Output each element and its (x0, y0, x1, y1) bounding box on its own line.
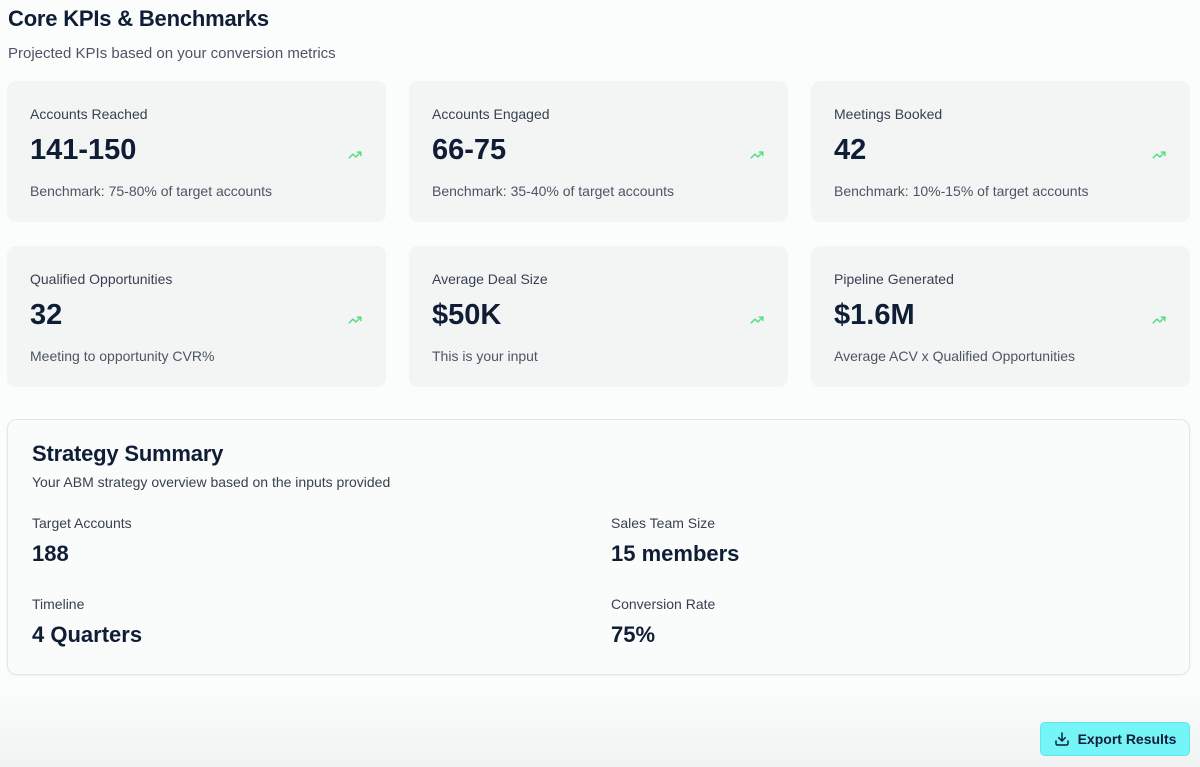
summary-value: 188 (32, 541, 69, 566)
summary-label: Conversion Rate (611, 596, 716, 612)
page-subtitle: Projected KPIs based on your conversion … (8, 45, 336, 62)
summary-label: Timeline (32, 596, 85, 612)
kpi-value: 66-75 (432, 134, 507, 166)
trending-up-icon (750, 316, 764, 324)
kpi-label: Average Deal Size (432, 271, 548, 287)
kpi-note: Average ACV x Qualified Opportunities (834, 348, 1075, 364)
summary-target-accounts: Target Accounts 188 (32, 515, 132, 567)
kpi-note: Benchmark: 75-80% of target accounts (30, 183, 273, 199)
kpi-note: Benchmark: 10%-15% of target accounts (834, 183, 1089, 199)
kpi-card-pipeline-generated: Pipeline Generated $1.6M Average ACV x Q… (811, 246, 1190, 387)
trending-up-icon (1152, 316, 1166, 324)
export-results-label: Export Results (1077, 731, 1177, 747)
download-icon (1054, 732, 1069, 746)
kpi-label: Accounts Reached (30, 106, 148, 122)
kpi-card-average-deal-size: Average Deal Size $50K This is your inpu… (409, 246, 788, 387)
kpi-value: 141-150 (30, 134, 137, 166)
summary-conversion-rate: Conversion Rate 75% (611, 596, 715, 648)
kpi-card-accounts-reached: Accounts Reached 141-150 Benchmark: 75-8… (7, 81, 386, 222)
kpi-label: Meetings Booked (834, 106, 943, 122)
summary-label: Target Accounts (32, 515, 132, 531)
kpi-label: Qualified Opportunities (30, 271, 173, 287)
kpi-card-accounts-engaged: Accounts Engaged 66-75 Benchmark: 35-40%… (409, 81, 788, 222)
summary-timeline: Timeline 4 Quarters (32, 596, 142, 648)
summary-value: 4 Quarters (32, 622, 143, 647)
kpi-note: This is your input (432, 348, 538, 364)
kpi-value: $1.6M (834, 299, 915, 331)
kpi-value: 32 (30, 299, 63, 331)
kpi-value: 42 (834, 134, 867, 166)
summary-sales-team-size: Sales Team Size 15 members (611, 515, 739, 567)
export-results-button[interactable]: Export Results (1040, 722, 1190, 756)
summary-label: Sales Team Size (611, 515, 716, 531)
trending-up-icon (1152, 151, 1166, 159)
summary-value: 75% (611, 622, 656, 647)
trending-up-icon (348, 316, 362, 324)
kpi-label: Pipeline Generated (834, 271, 954, 287)
kpi-note: Benchmark: 35-40% of target accounts (432, 183, 675, 199)
trending-up-icon (348, 151, 362, 159)
kpi-card-meetings-booked: Meetings Booked 42 Benchmark: 10%-15% of… (811, 81, 1190, 222)
page-title: Core KPIs & Benchmarks (8, 6, 269, 31)
kpi-label: Accounts Engaged (432, 106, 550, 122)
kpi-card-qualified-opportunities: Qualified Opportunities 32 Meeting to op… (7, 246, 386, 387)
kpi-value: $50K (432, 299, 502, 331)
summary-title: Strategy Summary (32, 441, 224, 466)
summary-value: 15 members (611, 541, 740, 566)
summary-description: Your ABM strategy overview based on the … (32, 474, 391, 490)
kpi-note: Meeting to opportunity CVR% (30, 348, 215, 364)
strategy-summary: Strategy Summary Your ABM strategy overv… (7, 419, 1190, 675)
trending-up-icon (750, 151, 764, 159)
